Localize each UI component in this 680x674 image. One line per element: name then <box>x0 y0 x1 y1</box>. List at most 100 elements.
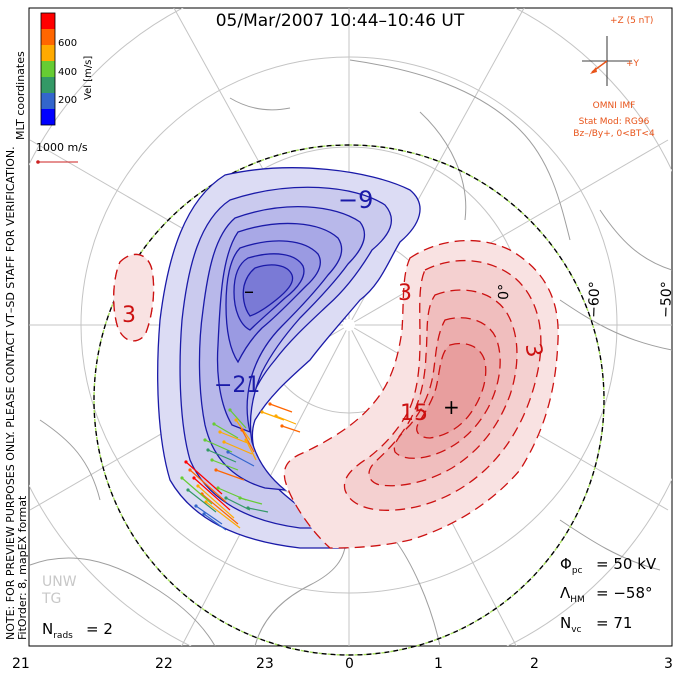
velocity-vector-origin <box>186 488 190 492</box>
colorbar-swatch <box>41 109 55 125</box>
contour-label-pos-2: 3 <box>398 281 412 306</box>
velocity-vector-origin <box>192 476 196 480</box>
velocity-vector <box>241 429 255 453</box>
velocity-vector <box>215 469 245 481</box>
velocity-vector <box>225 497 251 511</box>
velocity-vector-origin <box>228 408 232 412</box>
vector-count: Nvc = 71 <box>560 614 632 635</box>
colorbar-swatch <box>41 29 55 45</box>
velocity-vector-origin <box>184 460 188 464</box>
colorbar-unit-label: Vel [m/s] <box>83 56 94 100</box>
positive-convection-cell <box>113 239 559 549</box>
velocity-vector <box>181 477 213 505</box>
mlt-label-0: 0 <box>345 656 354 672</box>
n-rads-value: = 2 <box>86 620 113 638</box>
velocity-vector-origin <box>180 476 184 480</box>
velocity-vector <box>203 513 227 531</box>
velocity-vector <box>193 477 231 511</box>
velocity-vector <box>223 441 253 455</box>
verification-note: NOTE: FOR PREVIEW PURPOSES ONLY. PLEASE … <box>4 146 17 640</box>
velocity-colorbar: 600 400 200 Vel [m/s] <box>40 12 94 126</box>
mlt-label-3: 3 <box>664 656 673 672</box>
velocity-vector-origin <box>222 440 226 444</box>
velocity-vector <box>211 459 239 471</box>
velocity-vector <box>189 469 227 503</box>
velocity-vector-origin <box>268 402 272 406</box>
velocity-vector <box>201 493 239 525</box>
potential-max-marker: + <box>443 395 460 419</box>
velocity-vector <box>275 415 297 425</box>
velocity-vector <box>197 485 235 519</box>
velocity-vector-origin <box>280 424 284 428</box>
velocity-vector-origin <box>226 450 230 454</box>
map-title: 05/Mar/2007 10:44–10:46 UT <box>216 11 465 31</box>
velocity-vector <box>219 431 251 445</box>
velocity-vector <box>204 439 233 453</box>
mlt-label-2: 2 <box>530 656 539 672</box>
watermark-line-2: TG <box>41 591 61 607</box>
velocity-vector-origin <box>274 414 278 418</box>
imf-z-label: +Z (5 nT) <box>610 16 653 26</box>
colorbar-tick-600: 600 <box>58 38 77 49</box>
velocity-vector <box>229 409 247 429</box>
velocity-vector-origin <box>188 468 192 472</box>
colorbar-swatch <box>41 77 55 93</box>
potential-min-marker: – <box>244 279 254 303</box>
latitude-label-50: −50° <box>658 281 675 318</box>
velocity-vector <box>187 489 217 513</box>
colorbar-tick-200: 200 <box>58 95 77 106</box>
magnetic-pole-marker <box>343 319 355 331</box>
fitorder-note: FitOrder: 8, mapEX format <box>16 495 29 640</box>
latitude-label-0: 0° <box>496 284 513 300</box>
colorbar-swatch <box>41 61 55 77</box>
imf-y-label: +Y <box>626 59 640 69</box>
hm-boundary <box>93 144 605 656</box>
mlt-label-1: 1 <box>434 656 443 672</box>
imf-condition-label: Bz–/By+, 0<BT<4 <box>573 129 655 139</box>
velocity-vector <box>185 461 223 495</box>
velocity-vector <box>227 451 255 467</box>
imf-clock-dial <box>582 36 632 86</box>
velocity-vector-origin <box>234 418 238 422</box>
velocity-vector <box>195 505 223 525</box>
contour-label-pos: 3 <box>122 303 136 328</box>
mlt-label-21: 21 <box>12 656 30 672</box>
colorbar-swatch <box>41 93 55 109</box>
velocity-vector-origin <box>210 458 214 462</box>
colorbar-tick-400: 400 <box>58 67 77 78</box>
latitude-label-60: −60° <box>586 281 603 318</box>
contour-label-neg-2: −21 <box>214 373 260 398</box>
velocity-vector-origin <box>260 410 264 414</box>
velocity-vector-origin <box>224 496 228 500</box>
velocity-vector-origin <box>214 468 218 472</box>
velocity-vector <box>269 403 293 413</box>
colorbar-swatch <box>41 45 55 61</box>
velocity-vector <box>217 487 247 501</box>
contour-label-neg: −9 <box>338 186 373 214</box>
mlt-label-22: 22 <box>155 656 173 672</box>
velocity-vector <box>245 439 257 461</box>
velocity-vector <box>213 423 239 439</box>
mlt-label-23: 23 <box>256 656 274 672</box>
mlt-axis: 21 22 23 0 1 2 3 <box>12 656 673 672</box>
velocity-vectors <box>180 402 301 531</box>
n-vc-value: = 71 <box>596 614 632 632</box>
velocity-vector-origin <box>196 484 200 488</box>
velocity-vector <box>261 411 285 421</box>
velocity-vector <box>281 425 301 433</box>
velocity-vector <box>247 507 269 513</box>
velocity-vector-origin <box>216 486 220 490</box>
stat-model-label: Stat Mod: RG96 <box>579 117 650 127</box>
vector-scale-label: 1000 m/s <box>36 141 88 154</box>
velocity-vector <box>205 501 241 529</box>
lambda-hm-value: = −58° <box>596 584 653 602</box>
velocity-vector-origin <box>244 438 248 442</box>
watermark-line-1: UNW <box>42 574 77 590</box>
velocity-vector-origin <box>240 428 244 432</box>
velocity-vector-origin <box>206 448 210 452</box>
negative-convection-cell <box>157 167 421 549</box>
velocity-vector-origin <box>218 430 222 434</box>
vector-scale-bar <box>36 160 78 164</box>
contour-label-pos-4: 3 <box>520 341 547 359</box>
